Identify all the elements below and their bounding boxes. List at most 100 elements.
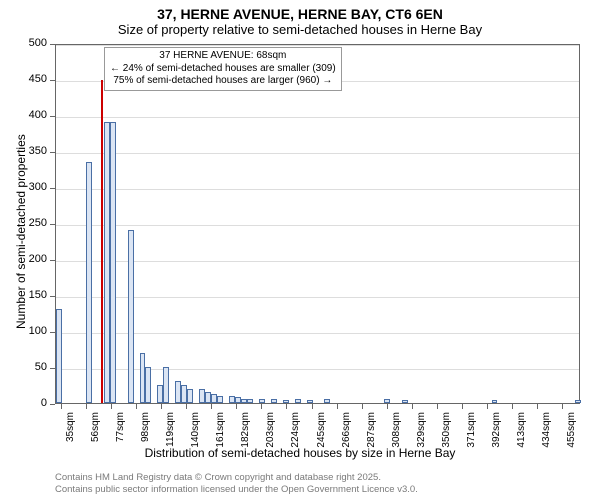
xtick [236, 404, 237, 409]
annotation-line2: ← 24% of semi-detached houses are smalle… [110, 63, 336, 76]
xtick [261, 404, 262, 409]
xtick-label: 308sqm [391, 412, 402, 452]
ytick [50, 188, 55, 189]
xtick-label: 98sqm [140, 412, 151, 452]
ytick [50, 116, 55, 117]
histogram-bar [324, 399, 330, 403]
xtick-label: 224sqm [290, 412, 301, 452]
xtick-label: 77sqm [115, 412, 126, 452]
ytick [50, 260, 55, 261]
xtick-label: 203sqm [265, 412, 276, 452]
xtick [61, 404, 62, 409]
xtick-label: 182sqm [240, 412, 251, 452]
ytick-label: 200 [0, 253, 47, 265]
footer-line2: Contains public sector information licen… [55, 484, 418, 496]
xtick [562, 404, 563, 409]
footer-line1: Contains HM Land Registry data © Crown c… [55, 472, 418, 484]
ytick-label: 50 [0, 361, 47, 373]
annotation-line3: 75% of semi-detached houses are larger (… [110, 75, 336, 88]
histogram-bar [145, 367, 151, 403]
xtick [412, 404, 413, 409]
xtick [537, 404, 538, 409]
xtick [211, 404, 212, 409]
histogram-bar [402, 400, 408, 403]
xtick-label: 266sqm [341, 412, 352, 452]
ytick [50, 44, 55, 45]
grid-line [56, 153, 579, 154]
ytick-label: 350 [0, 145, 47, 157]
ytick-label: 300 [0, 181, 47, 193]
ytick [50, 332, 55, 333]
xtick [512, 404, 513, 409]
histogram-bar [283, 400, 289, 403]
xtick [111, 404, 112, 409]
histogram-bar [86, 162, 92, 403]
xtick-label: 413sqm [516, 412, 527, 452]
xtick [362, 404, 363, 409]
chart-container: 37, HERNE AVENUE, HERNE BAY, CT6 6EN Siz… [0, 0, 600, 500]
histogram-bar [110, 122, 116, 403]
ytick-label: 100 [0, 325, 47, 337]
histogram-bar [217, 396, 223, 403]
xtick-label: 287sqm [366, 412, 377, 452]
xtick-label: 371sqm [466, 412, 477, 452]
property-marker-line [101, 80, 103, 403]
histogram-bar [247, 399, 253, 403]
ytick-label: 150 [0, 289, 47, 301]
xtick [312, 404, 313, 409]
histogram-bar [128, 230, 134, 403]
histogram-bar [384, 399, 390, 403]
xtick-label: 161sqm [215, 412, 226, 452]
title-line2: Size of property relative to semi-detach… [0, 22, 600, 41]
xtick [161, 404, 162, 409]
footer-attribution: Contains HM Land Registry data © Crown c… [55, 472, 418, 496]
histogram-bar [271, 399, 277, 403]
ytick-label: 250 [0, 217, 47, 229]
xtick-label: 35sqm [65, 412, 76, 452]
grid-line [56, 117, 579, 118]
grid-line [56, 297, 579, 298]
grid-line [56, 333, 579, 334]
grid-line [56, 225, 579, 226]
xtick-label: 56sqm [90, 412, 101, 452]
ytick [50, 368, 55, 369]
ytick-label: 0 [0, 397, 47, 409]
ytick [50, 404, 55, 405]
xtick-label: 350sqm [441, 412, 452, 452]
ytick [50, 224, 55, 225]
title-line1: 37, HERNE AVENUE, HERNE BAY, CT6 6EN [0, 0, 600, 22]
ytick-label: 450 [0, 73, 47, 85]
grid-line [56, 261, 579, 262]
xtick-label: 245sqm [316, 412, 327, 452]
xtick-label: 455sqm [566, 412, 577, 452]
histogram-bar [163, 367, 169, 403]
xtick [286, 404, 287, 409]
grid-line [56, 369, 579, 370]
ytick [50, 152, 55, 153]
xtick-label: 434sqm [541, 412, 552, 452]
ytick-label: 400 [0, 109, 47, 121]
histogram-bar [492, 400, 498, 403]
grid-line [56, 45, 579, 46]
histogram-bar [575, 400, 581, 403]
xtick [86, 404, 87, 409]
ytick [50, 80, 55, 81]
xtick [337, 404, 338, 409]
xtick-label: 329sqm [416, 412, 427, 452]
histogram-bar [56, 309, 62, 403]
xtick-label: 140sqm [190, 412, 201, 452]
xtick-label: 119sqm [165, 412, 176, 452]
histogram-bar [259, 399, 265, 403]
annotation-line1: 37 HERNE AVENUE: 68sqm [110, 50, 336, 63]
chart-plot-area: 37 HERNE AVENUE: 68sqm← 24% of semi-deta… [55, 44, 580, 404]
annotation-box: 37 HERNE AVENUE: 68sqm← 24% of semi-deta… [104, 47, 342, 91]
xtick [136, 404, 137, 409]
histogram-bar [187, 389, 193, 403]
xtick [387, 404, 388, 409]
histogram-bar [295, 399, 301, 403]
xtick-label: 392sqm [491, 412, 502, 452]
xtick [437, 404, 438, 409]
grid-line [56, 189, 579, 190]
ytick-label: 500 [0, 37, 47, 49]
xtick [487, 404, 488, 409]
